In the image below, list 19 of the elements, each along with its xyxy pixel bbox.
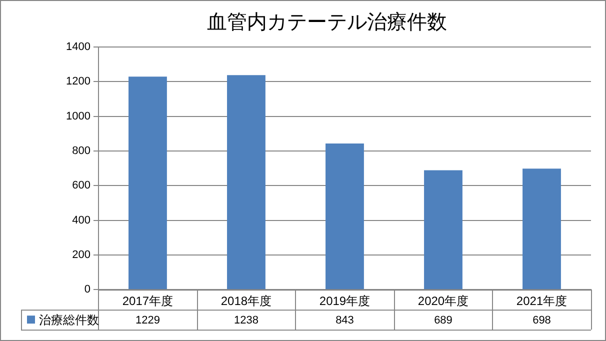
bar: [424, 170, 462, 290]
y-tick-label: 600: [72, 180, 90, 192]
bar: [227, 75, 266, 290]
bar: [522, 168, 561, 290]
y-tick-label: 200: [72, 248, 90, 261]
x-tick-label: 2017年度: [122, 294, 174, 308]
y-tick-label: 1200: [66, 76, 90, 88]
y-tick-label: 800: [72, 145, 90, 158]
chart-title: 血管内カテーテル治療件数: [207, 12, 447, 34]
y-tick-label: 1400: [66, 41, 90, 54]
y-tick-label: 1000: [66, 110, 90, 122]
x-tick-label: 2018年度: [220, 294, 272, 308]
y-tick-label: 0: [84, 284, 90, 296]
bar: [326, 144, 364, 290]
x-tick-label: 2021年度: [516, 294, 568, 308]
y-tick-label: 400: [72, 214, 90, 226]
x-tick-label: 2020年度: [418, 294, 469, 308]
x-tick-label: 2019年度: [319, 294, 370, 308]
bar: [128, 76, 167, 290]
